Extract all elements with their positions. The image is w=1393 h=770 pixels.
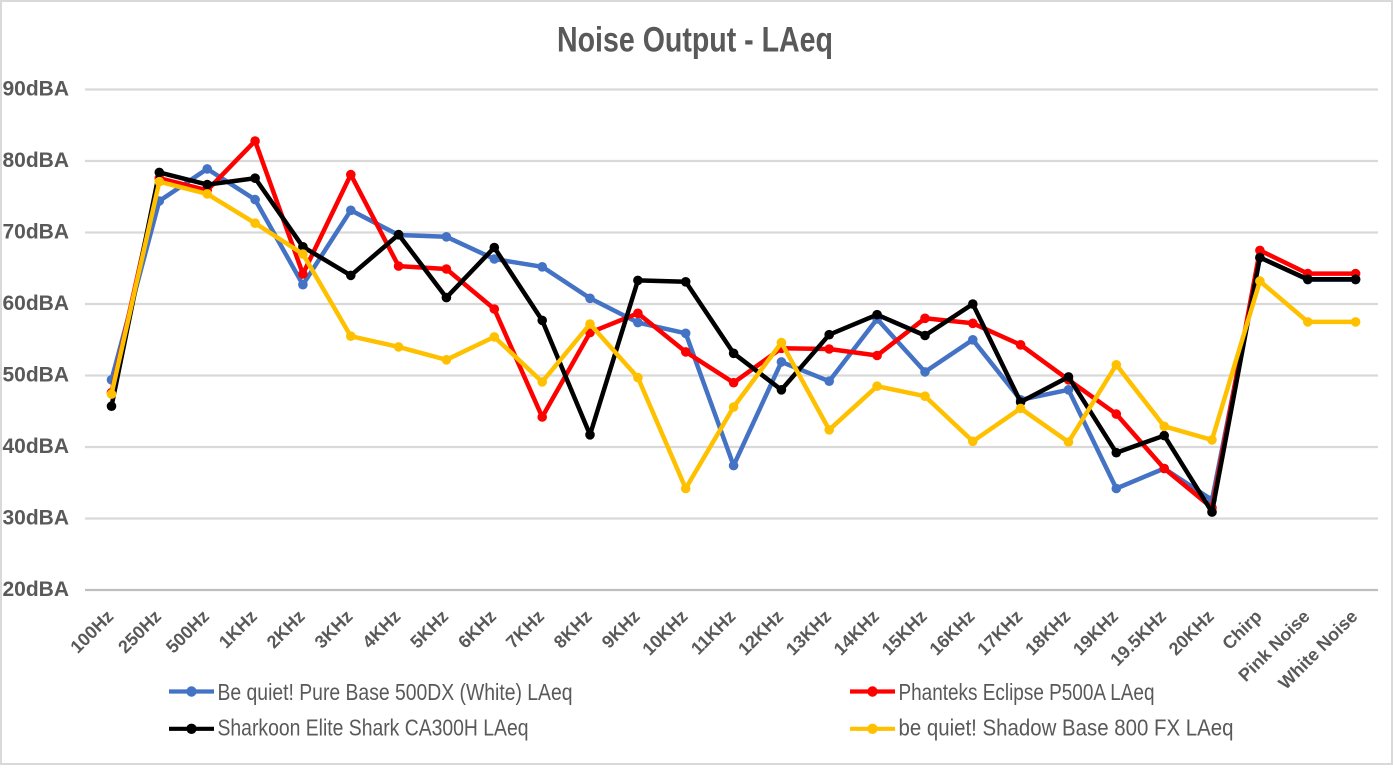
- svg-text:Phanteks Eclipse P500A LAeq: Phanteks Eclipse P500A LAeq: [899, 679, 1155, 705]
- svg-text:70dBA: 70dBA: [2, 221, 69, 244]
- svg-text:Sharkoon Elite Shark CA300H LA: Sharkoon Elite Shark CA300H LAeq: [218, 715, 529, 741]
- svg-text:50dBA: 50dBA: [2, 364, 69, 387]
- svg-text:90dBA: 90dBA: [2, 78, 69, 101]
- svg-text:Be quiet! Pure Base 500DX (Whi: Be quiet! Pure Base 500DX (White) LAeq: [218, 679, 573, 705]
- svg-text:60dBA: 60dBA: [2, 292, 69, 315]
- svg-text:80dBA: 80dBA: [2, 149, 69, 172]
- svg-text:be quiet! Shadow Base 800 FX L: be quiet! Shadow Base 800 FX LAeq: [899, 715, 1234, 741]
- svg-text:40dBA: 40dBA: [2, 435, 69, 458]
- svg-text:20dBA: 20dBA: [2, 578, 69, 601]
- svg-text:30dBA: 30dBA: [2, 507, 69, 530]
- svg-text:Noise Output - LAeq: Noise Output - LAeq: [557, 21, 833, 60]
